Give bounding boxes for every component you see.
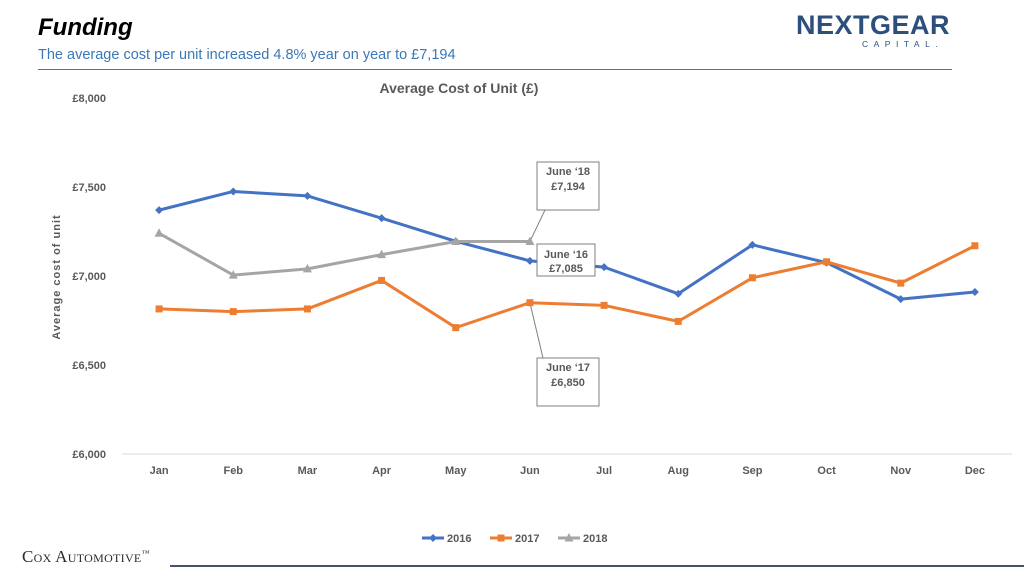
callout-leader: [529, 302, 555, 359]
series-line-2017: [159, 244, 976, 330]
x-tick-label: Dec: [965, 465, 985, 477]
y-tick-label: £8,000: [72, 93, 106, 105]
series-line-2018: [158, 231, 530, 277]
slide-subtitle: The average cost per unit increased 4.8%…: [38, 47, 456, 63]
legend-item-2018: 2018: [558, 533, 607, 545]
data-point-2017: [229, 308, 237, 316]
data-point-2016: [748, 240, 757, 249]
series-2018: [154, 228, 535, 279]
callout-box: [536, 243, 596, 277]
data-point-2017: [823, 258, 831, 266]
cox-brand-text: Cox Automotive: [22, 547, 142, 566]
callout-label: June ‘16: [544, 249, 588, 261]
callout-2018: June ‘18 £7,194: [536, 161, 600, 211]
slide-title: Funding: [38, 14, 133, 41]
callout-value: £7,194: [551, 181, 586, 193]
data-point-2017: [452, 324, 460, 332]
data-point-2016: [377, 214, 386, 223]
data-point-2017: [971, 242, 979, 250]
y-tick-label: £6,500: [72, 360, 106, 372]
data-point-2016: [600, 263, 609, 272]
x-tick-label: Feb: [223, 465, 243, 477]
x-tick-label: Sep: [742, 465, 762, 477]
data-point-2016: [229, 187, 238, 196]
callout-2017: June ‘17 £6,850: [536, 357, 600, 407]
y-axis-title: Average cost of unit: [51, 214, 63, 339]
callout-box: [536, 161, 600, 211]
logo-wordmark: NEXTGEAR: [796, 10, 951, 40]
x-tick-label: Nov: [890, 465, 912, 477]
x-tick-label: Mar: [298, 465, 318, 477]
series-2017: [155, 242, 979, 332]
legend-label: 2018: [583, 533, 607, 545]
data-point-2018: [377, 249, 387, 259]
y-tick-label: £6,000: [72, 449, 106, 461]
callout-value: £7,085: [549, 263, 583, 275]
x-tick-label: Aug: [668, 465, 689, 477]
footer-divider: [170, 565, 1024, 567]
data-point-2016: [970, 288, 979, 297]
data-point-2017: [674, 317, 682, 325]
data-point-2018: [451, 236, 461, 245]
logo-subtext: CAPITAL.: [862, 39, 944, 49]
data-point-2018: [525, 236, 535, 245]
x-tick-label: Jan: [150, 465, 169, 477]
callout-label: June ‘17: [546, 362, 590, 374]
data-point-2018: [228, 270, 238, 279]
nextgear-capital-logo: NEXTGEAR CAPITAL.: [796, 10, 956, 50]
data-point-2017: [897, 279, 905, 287]
callout-leader: [529, 209, 559, 242]
x-tick-label: Jul: [596, 465, 612, 477]
data-point-2017: [303, 305, 311, 313]
data-point-2017: [600, 301, 608, 309]
data-point-2016: [303, 191, 312, 200]
legend-marker: [564, 533, 574, 542]
x-tick-label: Jun: [520, 465, 540, 477]
trademark-mark: ™: [141, 548, 150, 558]
data-point-2016: [674, 289, 683, 298]
callout-2016: June ‘16 £7,085: [536, 243, 596, 277]
legend-item-2017: 2017: [490, 533, 539, 545]
data-point-2018: [302, 263, 312, 273]
title-divider: [38, 69, 952, 70]
data-point-2017: [378, 276, 386, 284]
callout-label: June ‘18: [546, 166, 590, 178]
legend-label: 2017: [515, 533, 539, 545]
x-tick-label: May: [445, 465, 467, 477]
x-tick-label: Apr: [372, 465, 392, 477]
data-point-2016: [525, 256, 534, 265]
data-point-2016: [896, 295, 905, 304]
cox-automotive-logo: Cox Automotive™: [22, 547, 150, 567]
callout-box: [536, 357, 600, 407]
legend-marker: [429, 534, 437, 542]
legend-label: 2016: [447, 533, 471, 545]
y-tick-label: £7,500: [72, 182, 106, 194]
legend-marker: [497, 534, 505, 542]
y-tick-label: £7,000: [72, 271, 106, 283]
data-point-2018: [154, 228, 164, 237]
callout-value: £6,850: [551, 377, 585, 389]
data-point-2016: [155, 206, 164, 215]
data-point-2017: [526, 299, 534, 307]
data-point-2017: [155, 305, 163, 313]
legend-item-2016: 2016: [422, 533, 471, 545]
chart-title: Average Cost of Unit (£): [380, 80, 539, 96]
x-tick-label: Oct: [817, 465, 836, 477]
data-point-2017: [748, 274, 756, 282]
